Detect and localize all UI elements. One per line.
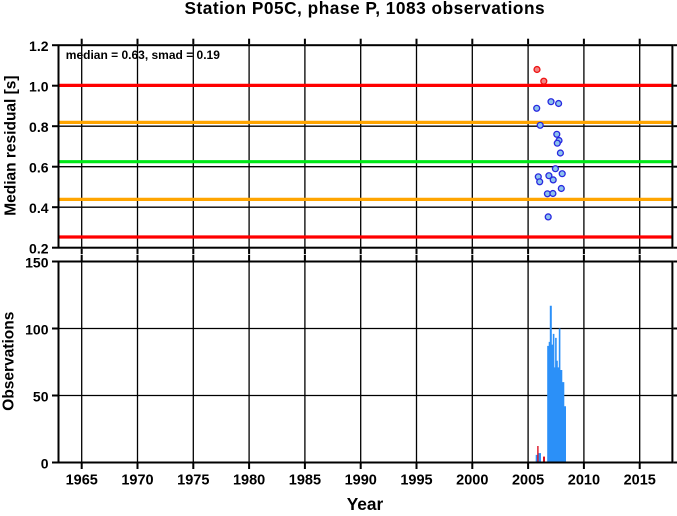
- svg-text:Station P05C, phase P, 1083 ob: Station P05C, phase P, 1083 observations: [184, 0, 545, 18]
- svg-text:1965: 1965: [66, 473, 98, 489]
- svg-text:1975: 1975: [177, 473, 209, 489]
- svg-text:150: 150: [25, 254, 49, 270]
- svg-text:Year: Year: [347, 494, 384, 511]
- svg-text:2000: 2000: [456, 473, 488, 489]
- svg-text:1995: 1995: [400, 473, 432, 489]
- svg-text:1980: 1980: [233, 473, 265, 489]
- svg-text:1990: 1990: [345, 473, 377, 489]
- svg-text:0: 0: [41, 455, 49, 471]
- svg-text:1.0: 1.0: [29, 79, 49, 95]
- svg-text:1970: 1970: [121, 473, 153, 489]
- svg-text:1.2: 1.2: [29, 38, 49, 54]
- svg-text:2015: 2015: [624, 473, 656, 489]
- svg-text:0.2: 0.2: [29, 241, 49, 257]
- svg-text:0.4: 0.4: [29, 200, 49, 216]
- svg-text:2010: 2010: [568, 473, 600, 489]
- svg-text:2005: 2005: [512, 473, 544, 489]
- svg-text:0.6: 0.6: [29, 160, 49, 176]
- svg-text:50: 50: [33, 388, 49, 404]
- svg-text:1985: 1985: [289, 473, 321, 489]
- svg-text:Observations: Observations: [1, 312, 18, 411]
- svg-text:median = 0.63, smad = 0.19: median = 0.63, smad = 0.19: [66, 48, 220, 62]
- svg-text:100: 100: [25, 321, 49, 337]
- svg-text:0.8: 0.8: [29, 119, 49, 135]
- svg-text:Median residual [s]: Median residual [s]: [3, 75, 20, 215]
